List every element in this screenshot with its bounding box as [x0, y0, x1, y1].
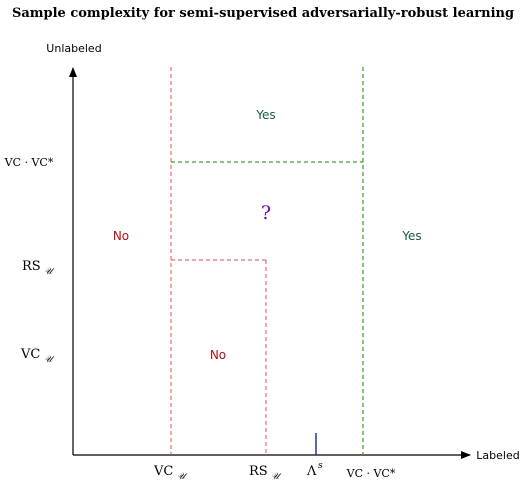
x-tick-vc-vcstar: VC · VC* [346, 467, 396, 480]
x-tick-lambda-s: Λ s [306, 461, 323, 479]
region-label-yes-top: Yes [255, 108, 275, 122]
svg-text:s: s [318, 461, 323, 471]
region-label-no-left: No [113, 229, 129, 243]
region-label-yes-right: Yes [401, 229, 421, 243]
svg-text:𝒰: 𝒰 [177, 472, 188, 482]
svg-text:𝒰: 𝒰 [44, 355, 55, 365]
y-tick-rs-u: RS 𝒰 [22, 259, 55, 277]
x-tick-vc-u: VC 𝒰 [153, 464, 188, 482]
region-label-no-bottom: No [210, 348, 226, 362]
x-tick-rs-u: RS 𝒰 [249, 464, 282, 482]
svg-text:𝒰: 𝒰 [44, 267, 55, 277]
region-label-unknown: ? [261, 202, 271, 224]
y-tick-vc-u: VC 𝒰 [20, 347, 55, 365]
svg-text:RS: RS [249, 464, 268, 479]
svg-text:𝒰: 𝒰 [271, 472, 282, 482]
x-axis-label: Labeled [476, 449, 519, 462]
svg-text:VC: VC [153, 464, 173, 479]
y-axis-label: Unlabeled [46, 42, 101, 55]
svg-text:Λ: Λ [306, 464, 317, 479]
y-tick-vc-vcstar: VC · VC* [4, 156, 54, 169]
svg-text:RS: RS [22, 259, 41, 274]
diagram-title: Sample complexity for semi-supervised ad… [12, 6, 514, 21]
svg-text:VC: VC [20, 347, 40, 362]
